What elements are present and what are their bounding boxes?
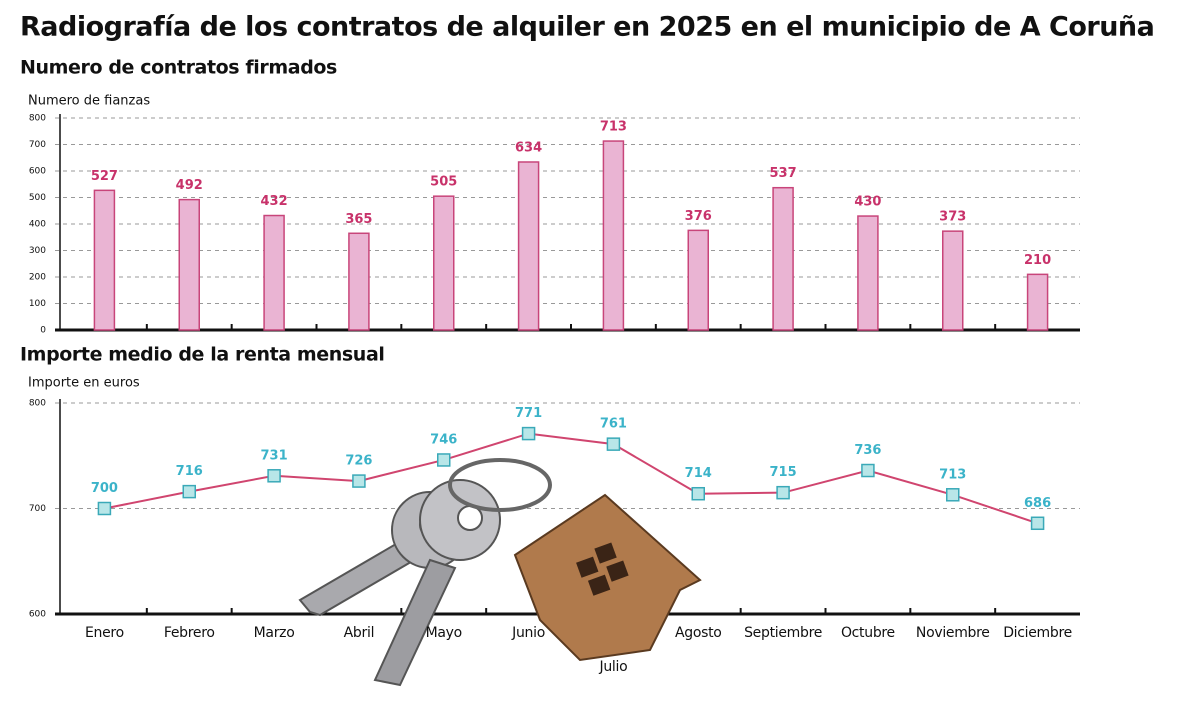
value-label: 715	[770, 465, 797, 480]
bar	[772, 186, 794, 331]
x-tick-label: Febrero	[164, 625, 215, 641]
x-tick-label: Agosto	[675, 625, 722, 641]
x-tick-label: Noviembre	[916, 625, 990, 641]
bar	[178, 198, 200, 331]
value-label: 771	[515, 406, 542, 421]
value-label: 726	[345, 454, 372, 469]
bar	[263, 214, 285, 331]
value-label: 537	[770, 166, 797, 181]
y-tick-label: 300	[29, 246, 46, 256]
value-label: 713	[939, 467, 966, 482]
plots: 0 100 200 300 400 500 600 700 800 527 492 432 365 505…	[29, 114, 1080, 620]
value-label: 736	[854, 443, 881, 458]
bar	[433, 195, 455, 331]
y-tick-label: 200	[29, 273, 46, 283]
bar	[93, 189, 116, 331]
y-tick-label: 500	[29, 193, 46, 203]
value-label: 731	[261, 448, 288, 463]
x-axis-labels: Enero Febrero Marzo Abril Mayo Junio Julio Agos…	[85, 625, 1072, 675]
marker	[606, 437, 621, 451]
y-tick-label: 400	[29, 220, 46, 230]
value-label: 634	[515, 140, 542, 155]
value-label: 746	[430, 432, 457, 447]
marker	[437, 453, 451, 467]
value-label: 373	[939, 210, 966, 225]
value-label: 430	[854, 195, 881, 210]
value-label: 505	[430, 175, 457, 190]
value-label: 714	[685, 466, 712, 481]
y-axis-label: Numero de fianzas	[28, 94, 150, 109]
x-tick-label: Enero	[85, 625, 124, 641]
x-tick-label: Septiembre	[744, 625, 822, 641]
bar	[687, 229, 709, 331]
x-tick-label: Diciembre	[1003, 625, 1072, 641]
value-label: 527	[91, 169, 118, 184]
keys-illustration	[298, 458, 702, 687]
x-tick-label: Abril	[344, 625, 375, 641]
value-label: 376	[685, 209, 712, 224]
bar	[517, 161, 540, 331]
marker	[267, 469, 281, 483]
x-tick-label: Mayo	[426, 625, 462, 641]
bar	[1026, 273, 1049, 331]
marker	[352, 474, 366, 488]
bar	[857, 215, 879, 331]
value-label: 700	[91, 481, 118, 496]
bar	[602, 140, 625, 331]
value-label: 761	[600, 417, 627, 432]
main-title: Radiografía de los contratos de alquiler…	[20, 12, 1154, 43]
y-tick-label: 800	[29, 399, 46, 409]
marker	[97, 501, 112, 516]
y-tick-label: 0	[40, 326, 46, 336]
value-label: 432	[261, 194, 288, 209]
y-tick-label: 600	[29, 610, 46, 620]
y-tick-label: 800	[29, 114, 46, 124]
value-label: 210	[1024, 253, 1051, 268]
x-tick-label: Julio	[598, 659, 627, 675]
chart-title: Importe medio de la renta mensual	[20, 344, 384, 366]
y-tick-label: 100	[29, 299, 46, 309]
x-tick-label: Junio	[511, 625, 545, 641]
bar	[942, 230, 964, 331]
marker	[1030, 516, 1045, 531]
chart-title: Numero de contratos firmados	[20, 57, 337, 79]
x-tick-label: Octubre	[841, 625, 895, 641]
x-tick-label: Marzo	[254, 625, 295, 641]
y-tick-label: 700	[29, 504, 46, 514]
value-label: 716	[176, 464, 203, 479]
marker	[182, 484, 196, 499]
y-tick-label: 700	[29, 140, 46, 150]
y-tick-label: 600	[29, 167, 46, 177]
value-label: 686	[1024, 496, 1051, 511]
line	[104, 432, 1038, 525]
marker	[521, 426, 536, 441]
marker	[861, 463, 875, 478]
y-axis-label: Importe en euros	[28, 376, 140, 391]
marker	[946, 488, 960, 502]
value-label: 713	[600, 120, 627, 135]
value-label: 492	[176, 178, 203, 193]
value-label: 365	[345, 212, 372, 227]
marker	[691, 486, 705, 501]
marker	[776, 485, 790, 500]
bar	[348, 232, 370, 331]
